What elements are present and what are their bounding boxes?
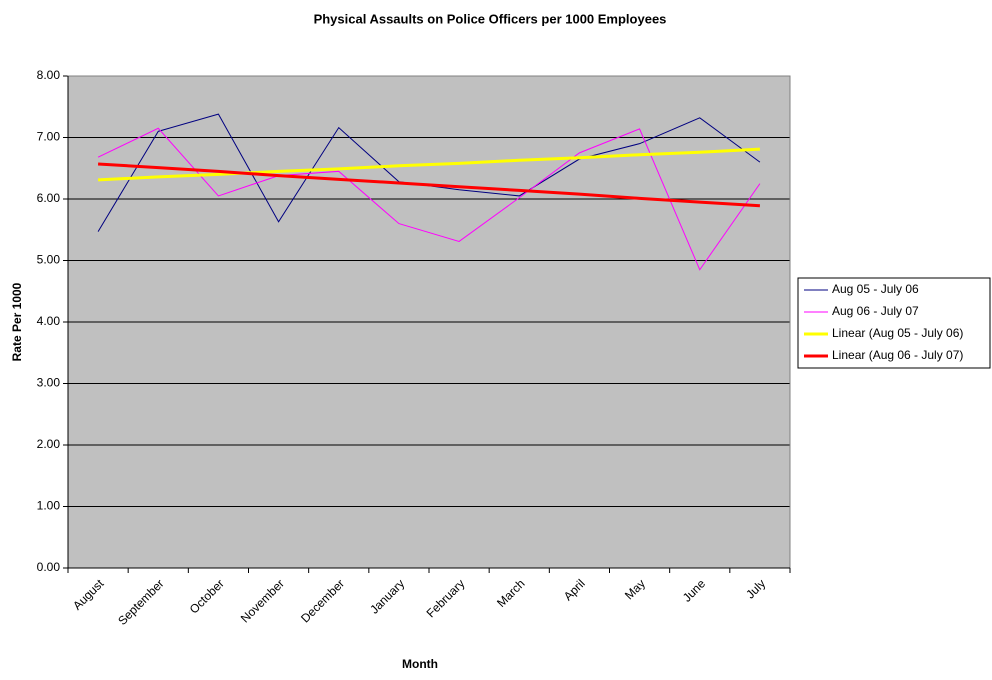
x-tick-label: March <box>494 576 527 609</box>
legend-label: Aug 06 - July 07 <box>832 304 919 318</box>
series-line <box>98 147 760 182</box>
x-tick-label: November <box>238 576 287 625</box>
x-tick-label: September <box>115 576 166 627</box>
y-tick-label: 0.00 <box>37 560 61 574</box>
y-tick-label: 4.00 <box>37 314 61 328</box>
legend-box <box>797 277 991 369</box>
y-tick-label: 7.00 <box>37 130 61 144</box>
y-tick-label: 1.00 <box>37 499 61 513</box>
x-tick-label: December <box>298 576 347 625</box>
legend-label: Linear (Aug 06 - July 07) <box>832 348 963 362</box>
x-tick-label: August <box>70 576 107 613</box>
y-tick-label: 8.00 <box>37 68 61 82</box>
x-axis-label: Month <box>402 657 438 671</box>
series-line <box>97 162 761 208</box>
x-tick-label: May <box>622 576 648 602</box>
x-tick-label: July <box>743 576 768 601</box>
y-tick-label: 3.00 <box>37 376 61 390</box>
y-tick-label: 5.00 <box>37 253 61 267</box>
x-tick-label: February <box>424 576 468 620</box>
legend-label: Aug 05 - July 06 <box>832 282 919 296</box>
x-tick-label: April <box>561 576 588 603</box>
y-tick-label: 6.00 <box>37 191 61 205</box>
x-tick-label: October <box>187 576 227 616</box>
x-tick-label: June <box>680 576 709 605</box>
chart-title: Physical Assaults on Police Officers per… <box>314 11 667 26</box>
x-tick-label: January <box>367 576 407 616</box>
y-tick-label: 2.00 <box>37 437 61 451</box>
y-axis-label: Rate Per 1000 <box>10 282 24 361</box>
legend-label: Linear (Aug 05 - July 06) <box>832 326 963 340</box>
series-line <box>97 127 761 271</box>
